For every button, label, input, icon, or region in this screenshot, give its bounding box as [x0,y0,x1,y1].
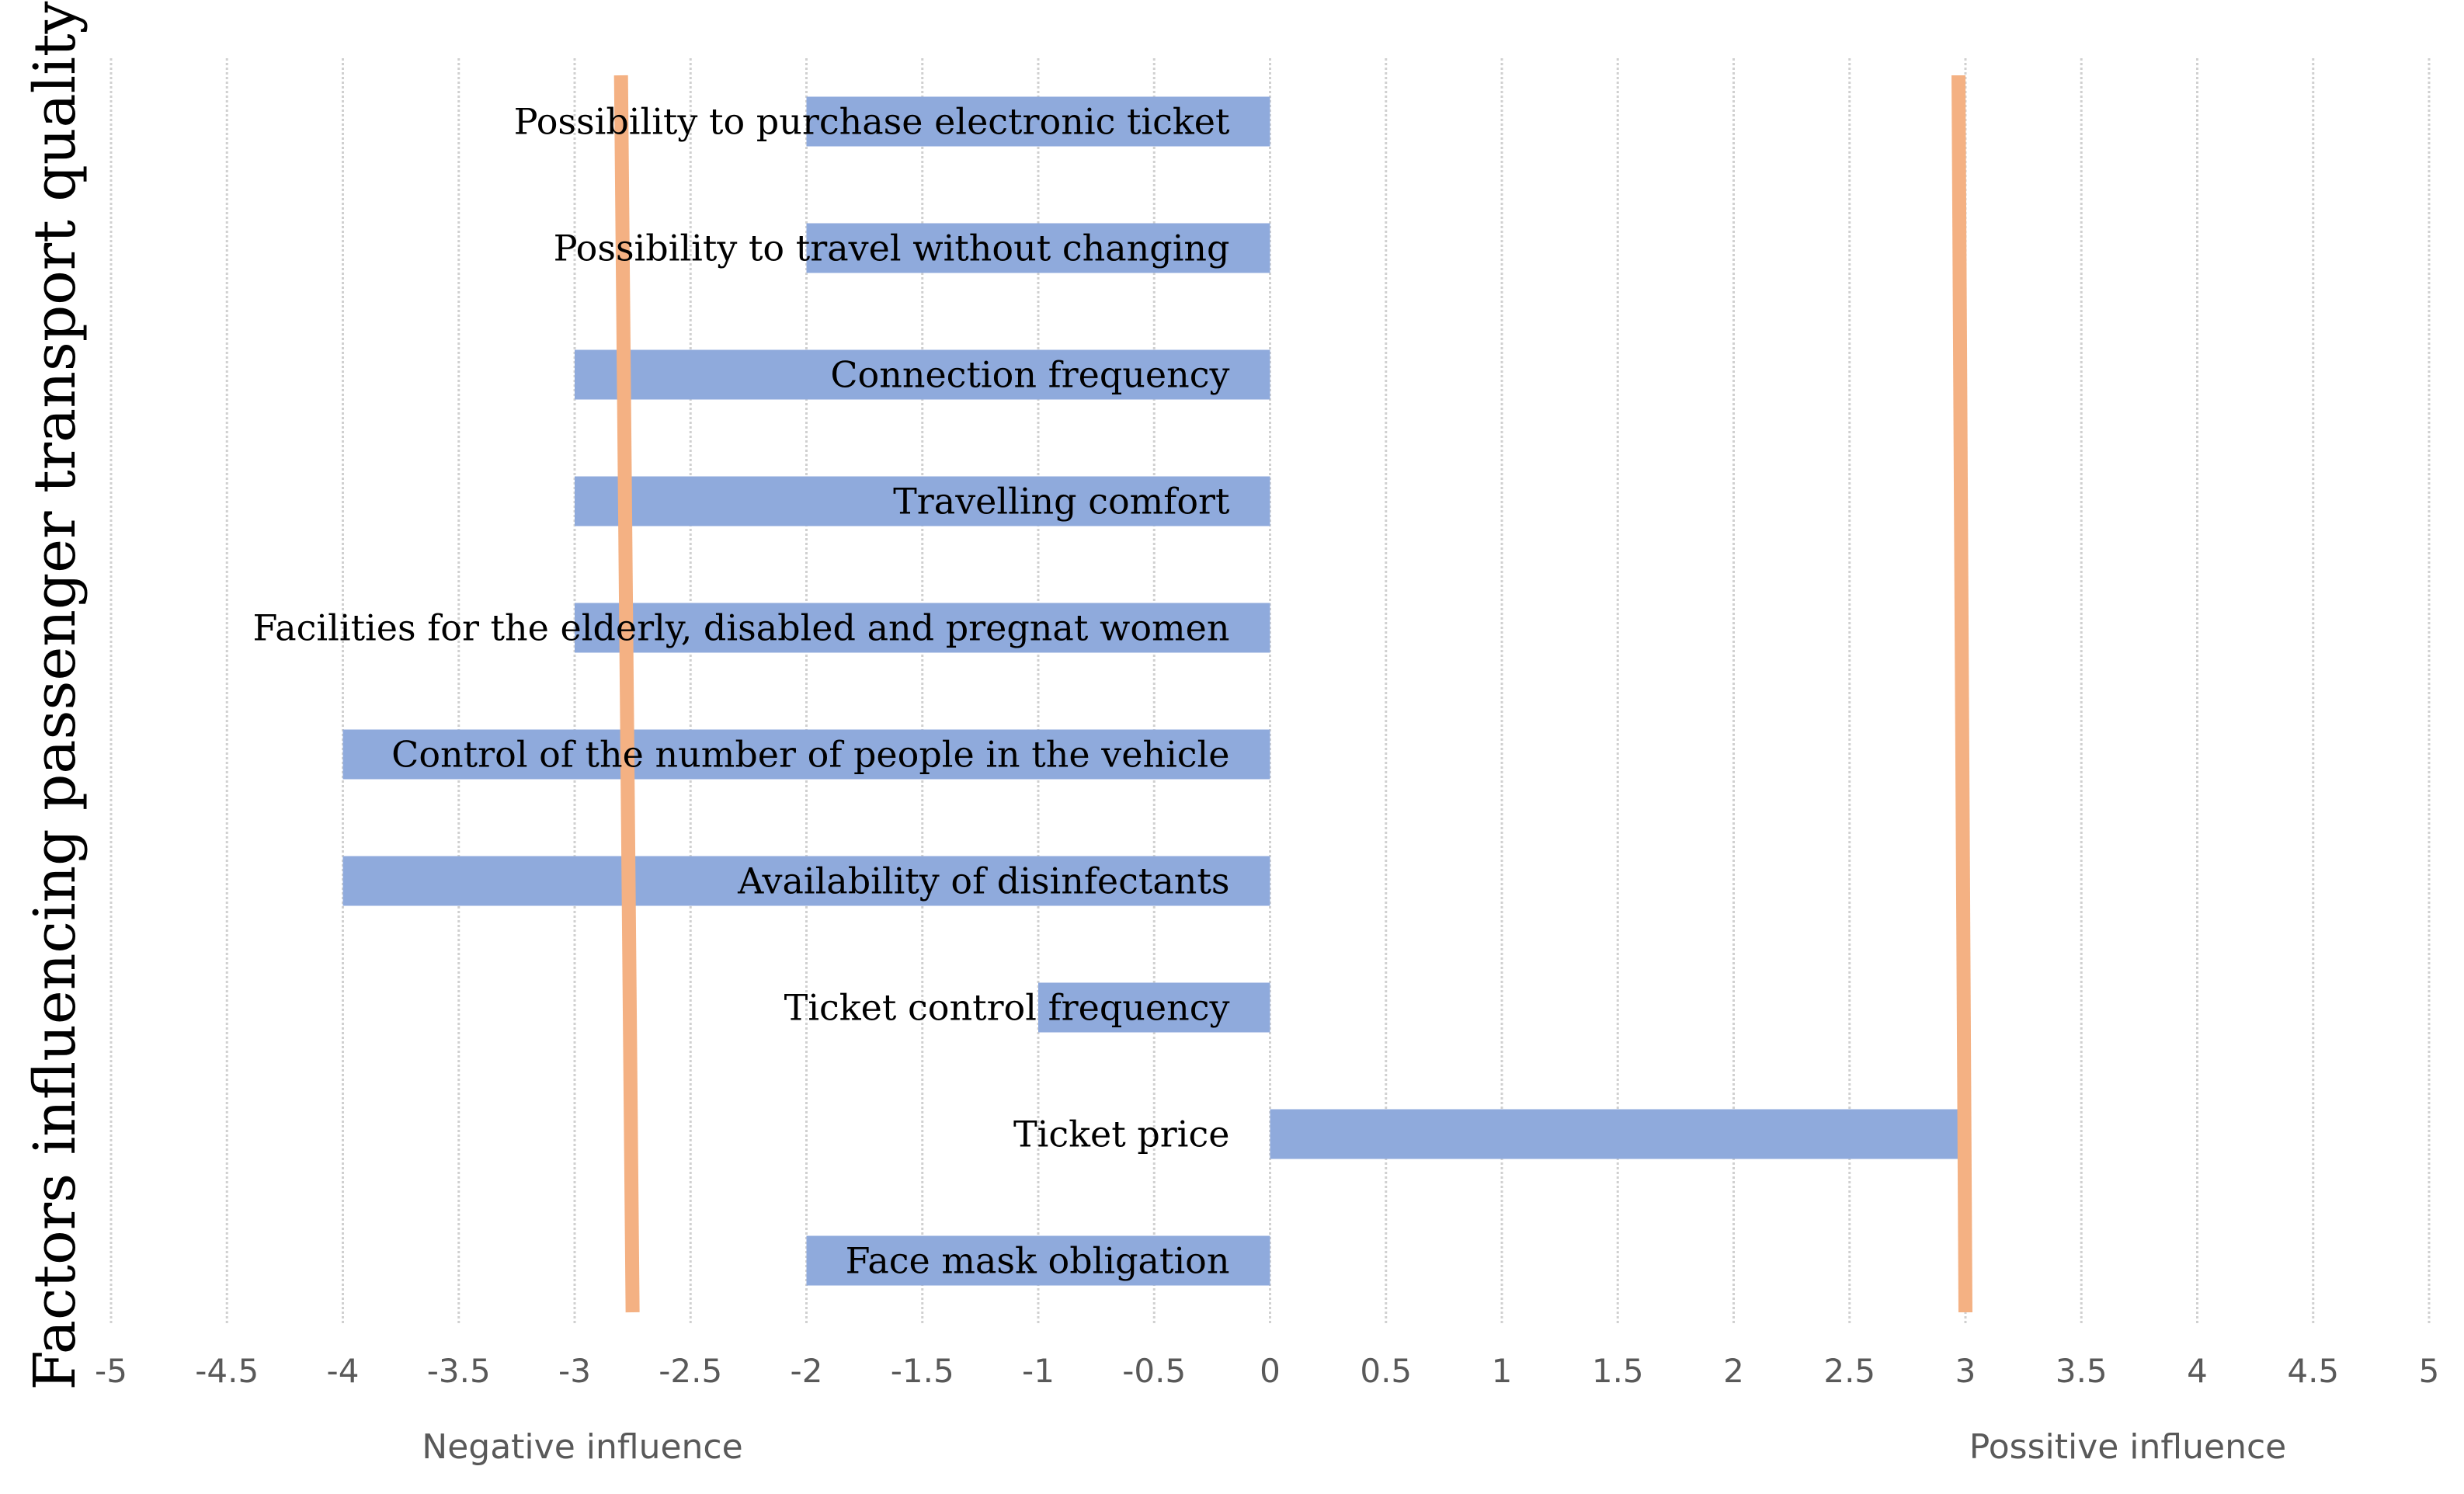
x-tick-label: -2.5 [659,1352,722,1390]
bar [575,349,1270,400]
x-tick-label: -0.5 [1122,1352,1186,1390]
bar-category-label: Availability of disinfectants [737,860,1229,902]
positive-influence-label: Possitive influence [1969,1427,2286,1467]
bars [342,96,1965,1286]
x-tick-label: -5 [95,1352,127,1390]
x-tick-label: 4 [2187,1352,2208,1390]
bar [1270,1109,1965,1159]
x-tick-label: 0.5 [1360,1352,1412,1390]
bar-category-label: Possibility to purchase electronic ticke… [514,101,1230,143]
bar [806,96,1270,147]
y-axis-title: Factors influencing passenger transport … [22,1,89,1390]
x-tick-label: 3 [1955,1352,1976,1390]
x-tick-label: -1.5 [891,1352,954,1390]
bar-category-label: Possibility to travel without changing [554,228,1230,269]
bar [806,223,1270,273]
x-tick-label: 1 [1492,1352,1513,1390]
bar-category-label: Ticket price [1013,1114,1230,1155]
x-tick-label: -3.5 [427,1352,491,1390]
bar [575,476,1270,526]
x-tick-label: -4.5 [195,1352,259,1390]
negative-threshold-line [613,75,640,1313]
x-axis-ticks: -5 -4.5 -4 -3.5 -3 -2.5 -2 -1.5 -1 -0.5 0 0.5 1 1.5 2 2… [95,1352,2439,1390]
x-tick-label: 0 [1260,1352,1281,1390]
reference-lines [613,75,1972,1313]
bar-category-label: Travelling comfort [893,481,1230,523]
bar-category-label: Ticket control frequency [784,987,1230,1029]
x-tick-label: 4.5 [2287,1352,2339,1390]
bar [806,1235,1270,1286]
x-tick-label: -4 [327,1352,360,1390]
x-tick-label: -2 [791,1352,823,1390]
x-tick-label: 1.5 [1592,1352,1644,1390]
bar [1038,982,1270,1033]
positive-threshold-line [1951,75,1972,1313]
bar-category-label: Control of the number of people in the v… [391,734,1229,776]
negative-influence-label: Negative influence [422,1427,742,1467]
bar-category-label: Face mask obligation [846,1240,1230,1282]
bar-category-label: Facilities for the elderly, disabled and… [252,607,1229,649]
bar [575,603,1270,653]
bar [342,856,1270,906]
x-tick-label: 3.5 [2056,1352,2108,1390]
x-tick-label: 5 [2419,1352,2440,1390]
bar-category-label: Connection frequency [830,354,1229,396]
bar [342,729,1270,780]
x-tick-label: -3 [558,1352,591,1390]
bar-labels: Possibility to purchase electronic ticke… [252,101,1230,1282]
x-tick-label: 2.5 [1823,1352,1875,1390]
x-tick-label: -1 [1022,1352,1055,1390]
x-tick-label: 2 [1723,1352,1744,1390]
